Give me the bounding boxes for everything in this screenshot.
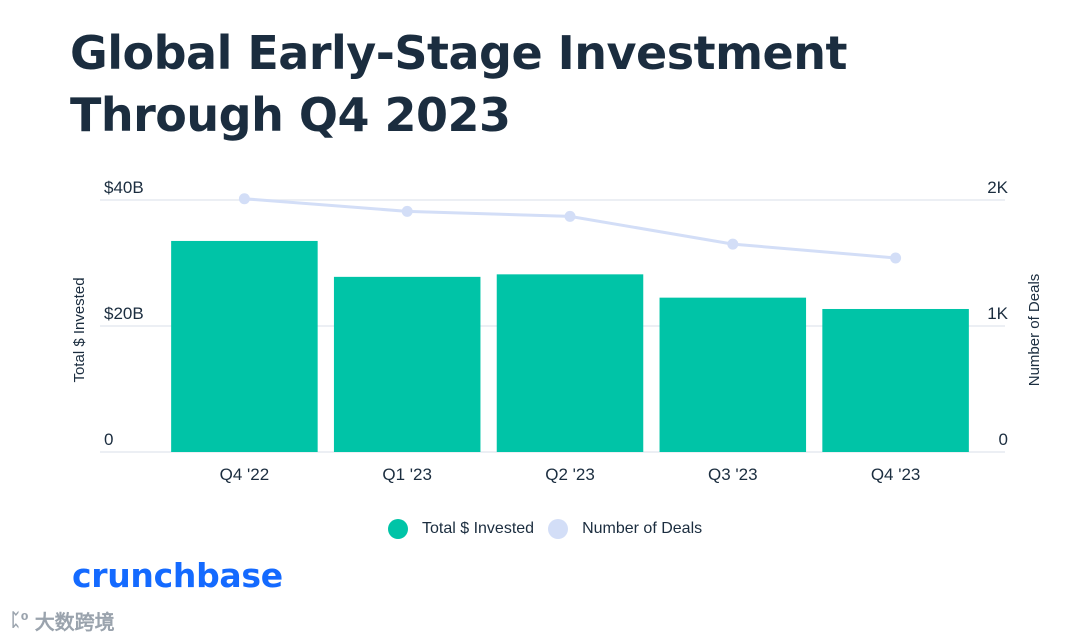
y-axis-title-right: Number of Deals — [1026, 274, 1043, 387]
watermark-text: 大数跨境 — [34, 612, 115, 634]
y-tick-right: 1K — [987, 304, 1008, 323]
legend-label-number-of-deals: Number of Deals — [582, 520, 703, 537]
deals-point[interactable] — [238, 193, 250, 205]
legend: Total $ Invested Number of Deals — [388, 519, 716, 539]
bar[interactable] — [171, 240, 318, 452]
x-tick-label: Q3 '23 — [708, 465, 758, 484]
chart-svg: 0 0 $20B 1K $40B 2K Q4 '22 Q1 '23 Q2 '23 Q3 '23 Q4… — [71, 178, 1043, 484]
legend-item-number-of-deals[interactable]: Number of Deals — [548, 519, 702, 539]
x-tick-label: Q4 '22 — [220, 465, 270, 484]
y-axis-title-left: Total $ Invested — [71, 277, 88, 382]
deals-line — [244, 197, 896, 260]
x-tick-label: Q4 '23 — [871, 465, 921, 484]
bar[interactable] — [659, 297, 807, 452]
watermark: ᛈ⁰ 大数跨境 — [10, 606, 115, 635]
line-series — [238, 193, 902, 264]
legend-label-total-invested: Total $ Invested — [422, 520, 535, 537]
legend-swatch-bars — [388, 519, 408, 539]
x-tick-label: Q2 '23 — [545, 465, 595, 484]
chart-title: Global Early-Stage Investment Through Q4… — [70, 26, 847, 142]
y-tick-left: $40B — [104, 178, 144, 197]
y-tick-left: 0 — [104, 430, 113, 449]
bar-series — [171, 240, 969, 452]
y-tick-right: 2K — [987, 178, 1008, 197]
y-tick-right: 0 — [999, 430, 1008, 449]
bar[interactable] — [822, 308, 969, 452]
deals-point[interactable] — [401, 205, 413, 217]
y-tick-left: $20B — [104, 304, 144, 323]
watermark-icon: ᛈ⁰ — [10, 610, 29, 630]
bar[interactable] — [496, 274, 644, 452]
deals-point[interactable] — [727, 238, 739, 250]
legend-swatch-line — [548, 519, 569, 539]
bar[interactable] — [333, 276, 481, 452]
legend-item-total-invested[interactable]: Total $ Invested — [388, 519, 534, 539]
deals-point[interactable] — [890, 252, 902, 264]
x-tick-label: Q1 '23 — [382, 465, 432, 484]
crunchbase-logo: crunchbase — [72, 556, 283, 595]
axis-ticks: 0 0 $20B 1K $40B 2K Q4 '22 Q1 '23 Q2 '23 Q3 '23 Q4… — [104, 178, 1009, 484]
deals-point[interactable] — [564, 210, 576, 222]
